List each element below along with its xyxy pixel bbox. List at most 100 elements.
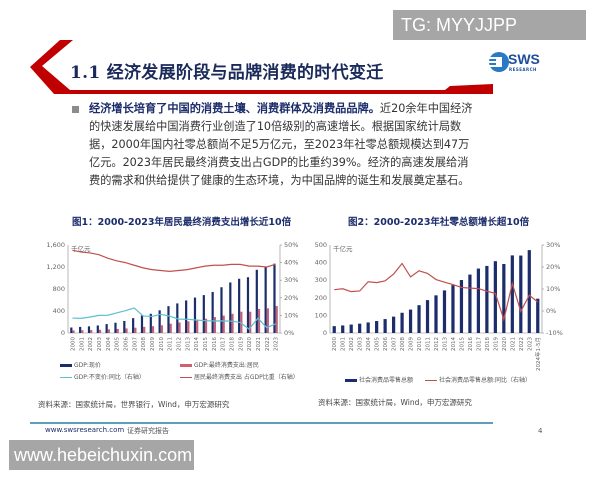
svg-text:0%: 0% [284,329,294,337]
svg-text:2022: 2022 [519,337,525,351]
figure2-source: 资料来源：国家统计局，Wind，申万宏源研究 [318,398,472,407]
page-number: 4 [538,427,543,435]
svg-text:2001: 2001 [79,337,85,351]
svg-text:2024年1-5月: 2024年1-5月 [534,337,542,371]
svg-text:2007: 2007 [132,337,138,351]
logo-subtext: RESEARCH [509,67,537,72]
legend-retail-sales-yoy: 社会消费品零售总额:同比（右轴） [425,375,531,384]
svg-text:40%: 40% [284,259,298,267]
svg-text:30%: 30% [284,276,298,284]
svg-text:2013: 2013 [442,337,448,351]
svg-text:2013: 2013 [185,337,191,351]
svg-text:10%: 10% [546,285,560,293]
svg-text:1,200: 1,200 [46,263,65,271]
svg-text:2019: 2019 [493,337,499,351]
footer-url-link[interactable]: www.swsresearch.com [45,426,125,434]
svg-text:2022: 2022 [265,337,271,351]
svg-text:2003: 2003 [97,337,103,351]
svg-text:2000: 2000 [70,337,76,351]
svg-text:千亿元: 千亿元 [333,244,353,253]
svg-text:2023: 2023 [274,337,280,351]
watermark-bottom: www.hebeichuxin.com [9,440,194,470]
svg-text:2014: 2014 [451,337,457,351]
svg-text:2020: 2020 [502,337,508,351]
svg-text:2016: 2016 [468,337,474,351]
page-title: 1.1 经济发展阶段与品牌消费的时代变迁 [70,63,384,83]
svg-text:2002: 2002 [349,337,355,351]
svg-text:2017: 2017 [476,337,482,351]
svg-text:1,600: 1,600 [46,241,65,249]
logo-text: SWS [508,51,540,67]
svg-text:2009: 2009 [150,337,156,351]
figure1-title: 图1：2000-2023年居民最终消费支出增长近10倍 [72,217,292,228]
watermark-top: TG: MYYJJPP [393,10,586,40]
legend-household-consumption: GDP:最终消费支出:居民 [180,360,259,369]
svg-text:2021: 2021 [256,337,262,351]
svg-text:500: 500 [315,241,327,249]
legend-retail-sales: 社会消费品零售总额 [345,375,413,384]
footer-label: 证券研究报告 [127,427,169,435]
svg-text:2023: 2023 [527,337,533,351]
svg-text:2008: 2008 [141,337,147,351]
svg-text:2011: 2011 [426,337,432,351]
svg-text:50%: 50% [284,241,298,249]
svg-text:2006: 2006 [123,337,129,351]
svg-text:2005: 2005 [375,337,381,351]
svg-text:2002: 2002 [88,337,94,351]
svg-text:2001: 2001 [341,337,347,351]
sws-logo-icon [489,52,509,72]
svg-text:10%: 10% [284,311,298,319]
figure1-legend: GDP:现价 GDP:最终消费支出:居民 GDP:不变价:同比（右轴） 居民最终… [60,360,310,386]
svg-text:2018: 2018 [229,337,235,351]
header-chevron-decoration [30,40,493,94]
svg-text:2004: 2004 [366,337,372,351]
svg-text:0%: 0% [546,307,556,315]
svg-text:30%: 30% [546,241,560,249]
svg-text:800: 800 [53,285,65,293]
svg-text:2005: 2005 [115,337,121,351]
svg-text:2016: 2016 [212,337,218,351]
svg-text:2008: 2008 [400,337,406,351]
svg-text:2020: 2020 [247,337,253,351]
svg-text:2010: 2010 [159,337,165,351]
svg-text:300: 300 [315,276,327,284]
figure1-source: 资料来源：国家统计局，世界银行，Wind，申万宏源研究 [38,400,230,409]
svg-text:-10%: -10% [546,329,563,337]
svg-text:2011: 2011 [168,337,174,351]
svg-text:千亿元: 千亿元 [71,244,91,253]
svg-text:2015: 2015 [203,337,209,351]
svg-text:2006: 2006 [383,337,389,351]
svg-text:0: 0 [323,329,327,337]
footer-divider [30,422,493,424]
svg-text:400: 400 [315,259,327,267]
bullet-square-icon [72,106,79,113]
svg-text:2015: 2015 [459,337,465,351]
svg-text:2009: 2009 [409,337,415,351]
svg-text:2012: 2012 [434,337,440,351]
svg-text:200: 200 [315,294,327,302]
figure2-legend: 社会消费品零售总额 社会消费品零售总额:同比（右轴） [345,375,575,387]
svg-text:2018: 2018 [485,337,491,351]
legend-consumption-share: 居民最终消费支出 占GDP比重（右轴） [180,372,299,381]
svg-text:2021: 2021 [510,337,516,351]
summary-paragraph: 经济增长培育了中国的消费土壤、消费群体及消费品品牌。近20余年中国经济的快速发展… [89,100,474,190]
svg-text:2017: 2017 [221,337,227,351]
figure1-chart: 0 400 800 1,200 1,600 0% 10% 20% 30% 40% 50% 千亿元 200… [46,241,298,351]
legend-gdp-nominal: GDP:现价 [60,360,101,369]
svg-text:2010: 2010 [417,337,423,351]
svg-text:2014: 2014 [194,337,200,351]
svg-text:2000: 2000 [332,337,338,351]
svg-text:100: 100 [315,311,327,319]
svg-text:20%: 20% [546,263,560,271]
summary-text: 近20余年中国经济的快速发展给中国消费行业创造了10倍级别的高速增长。根据国家统… [89,102,473,187]
figure2-title: 图2：2000-2023年社零总额增长超10倍 [348,217,530,228]
svg-text:2012: 2012 [176,337,182,351]
svg-text:400: 400 [53,307,65,315]
svg-text:2007: 2007 [392,337,398,351]
legend-gdp-real-yoy: GDP:不变价:同比（右轴） [60,372,145,381]
svg-text:2019: 2019 [238,337,244,351]
svg-text:2003: 2003 [358,337,364,351]
svg-text:2004: 2004 [106,337,112,351]
summary-lead: 经济增长培育了中国的消费土壤、消费群体及消费品品牌。 [89,102,380,115]
